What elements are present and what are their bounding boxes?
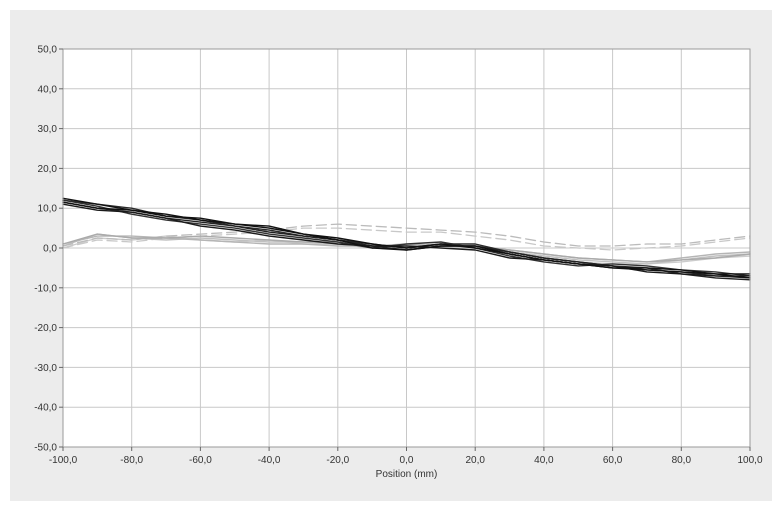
line-chart: -100,0 -80,0 -60,0 -40,0 -20,0 0,0 20,0 40,0 60,… bbox=[34, 45, 763, 481]
x-tick-label: 40,0 bbox=[534, 455, 554, 466]
y-tick-label: 40,0 bbox=[38, 84, 58, 95]
chart-panel: -100,0 -80,0 -60,0 -40,0 -20,0 0,0 20,0 40,0 60,… bbox=[10, 10, 772, 501]
x-tick-label: 0,0 bbox=[400, 455, 414, 466]
y-tick-label: 50,0 bbox=[38, 45, 58, 56]
series-line-11 bbox=[62, 223, 751, 247]
y-tick-label: 20,0 bbox=[38, 164, 58, 175]
series-line-12 bbox=[62, 227, 751, 251]
y-tick-label: -30,0 bbox=[34, 363, 57, 374]
x-tick-label: -20,0 bbox=[326, 455, 349, 466]
x-tick-label: 100,0 bbox=[737, 455, 762, 466]
y-tick-label: -50,0 bbox=[34, 443, 57, 454]
series-line-6 bbox=[62, 201, 751, 275]
x-tick-labels: -100,0 -80,0 -60,0 -40,0 -20,0 0,0 20,0 40,0 60,… bbox=[49, 455, 763, 466]
x-tick-label: 60,0 bbox=[603, 455, 623, 466]
y-tick-label: 30,0 bbox=[38, 124, 58, 135]
x-tick-label: -60,0 bbox=[189, 455, 212, 466]
y-tick-label: 0,0 bbox=[43, 244, 57, 255]
x-tick-label: -100,0 bbox=[49, 455, 78, 466]
x-tick-label: 20,0 bbox=[465, 455, 485, 466]
series-layer bbox=[62, 197, 751, 281]
y-tick-label: -20,0 bbox=[34, 323, 57, 334]
x-tick-label: -40,0 bbox=[258, 455, 281, 466]
y-tick-labels: -50,0 -40,0 -30,0 -20,0 -10,0 0,0 10,0 20,0 30,0… bbox=[34, 45, 57, 454]
y-tick-label: 10,0 bbox=[38, 204, 58, 215]
y-tick-label: -40,0 bbox=[34, 403, 57, 414]
x-tick-label: -80,0 bbox=[120, 455, 143, 466]
x-axis-title: Position (mm) bbox=[376, 469, 438, 480]
tick-marks bbox=[59, 48, 751, 451]
y-tick-label: -10,0 bbox=[34, 283, 57, 294]
x-tick-label: 80,0 bbox=[672, 455, 692, 466]
